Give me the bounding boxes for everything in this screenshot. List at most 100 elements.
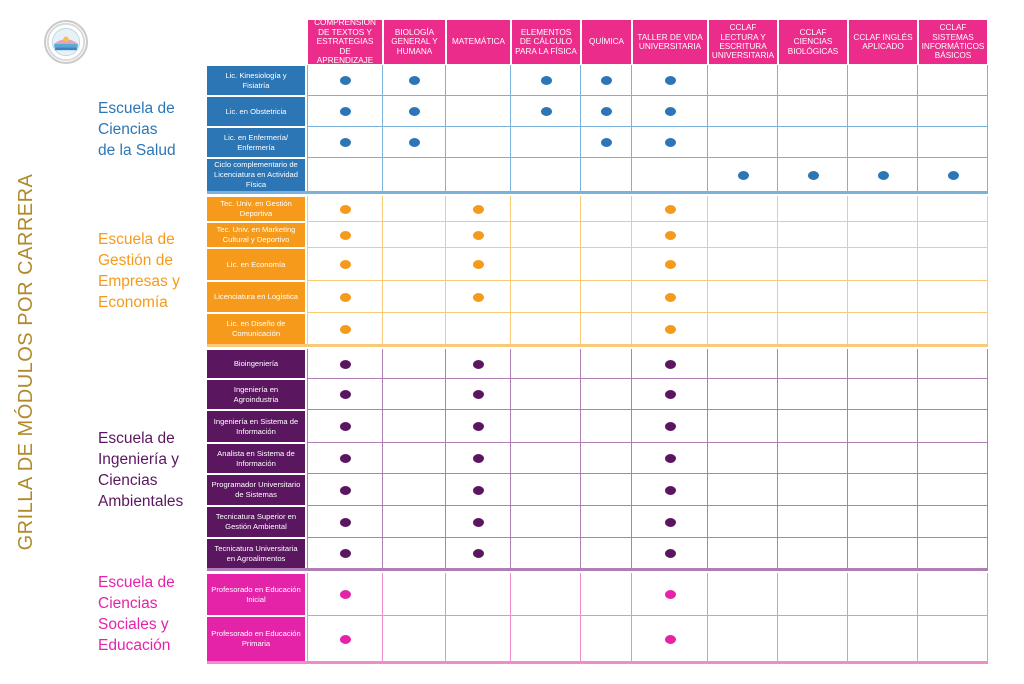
school-name-line: Ambientales [98, 493, 184, 510]
grid-cell [383, 538, 446, 569]
career-label: Ciclo complementario de Licenciatura en … [207, 159, 305, 191]
grid-cell [778, 443, 848, 474]
school-name-line: Ciencias [98, 472, 158, 489]
career-label: Programador Universitario de Sistemas [207, 475, 305, 505]
module-dot [339, 107, 351, 116]
grid-cell [918, 313, 988, 345]
grid-cell [581, 506, 632, 538]
grid-cell [383, 443, 446, 474]
grid-cell [918, 410, 988, 443]
grid-cell [446, 158, 511, 192]
school-name-line: Gestión de [98, 252, 173, 269]
column-header: COMPRENSIÓN DE TEXTOS Y ESTRATEGIAS DE A… [308, 18, 382, 65]
grid-cell [848, 222, 918, 248]
grid-cell [581, 281, 632, 313]
grid-cell [918, 196, 988, 222]
grid-cell [632, 281, 708, 313]
grid-cell [511, 538, 581, 569]
grid-cell [446, 248, 511, 281]
module-dot [540, 76, 552, 85]
module-dot [339, 485, 351, 495]
module-dot [540, 107, 552, 116]
school-name: Escuela de Ciencias Sociales y Educación [98, 572, 203, 656]
grid-cell [632, 573, 708, 616]
grid-cell [632, 248, 708, 281]
grid-cell [778, 573, 848, 616]
grid-cell [446, 281, 511, 313]
grid-cell [708, 506, 778, 538]
grid-cell [581, 96, 632, 127]
grid-cell [581, 616, 632, 662]
grid-cell [632, 127, 708, 158]
grid-cell [708, 248, 778, 281]
column-header: ELEMENTOS DE CÁLCULO PARA LA FÍSICA [512, 20, 580, 64]
grid-cell [918, 248, 988, 281]
grid-cell [511, 196, 581, 222]
school-separator [207, 568, 988, 571]
column-header: CCLAF CIENCIAS BIOLÓGICAS [779, 20, 847, 64]
grid-cell [848, 127, 918, 158]
school-name-line: Escuela de [98, 574, 175, 591]
grid-cell [581, 196, 632, 222]
grid-cell [848, 248, 918, 281]
grid-cell [511, 379, 581, 410]
grid-cell [383, 474, 446, 506]
grid-cell [708, 196, 778, 222]
grid-cell [708, 410, 778, 443]
grid-cell [383, 379, 446, 410]
grid-cell [778, 616, 848, 662]
grid-cell [918, 474, 988, 506]
module-dot [473, 230, 484, 240]
grid-cell [446, 349, 511, 379]
grid-cell [632, 96, 708, 127]
grid-cell [383, 96, 446, 127]
grid-cell [632, 410, 708, 443]
module-dot [601, 107, 612, 116]
grid-cell [778, 313, 848, 345]
grid-cell [446, 196, 511, 222]
grid-cell [848, 349, 918, 379]
career-label: Tecnicatura Universitaria en Agroaliment… [207, 539, 305, 568]
grid-cell [307, 379, 383, 410]
school-name-line: Ciencias [98, 595, 158, 612]
grid-cell [511, 410, 581, 443]
grid-cell [581, 349, 632, 379]
school-name: Escuela de Gestión de Empresas y Economía [98, 229, 203, 313]
grid-cell [511, 313, 581, 345]
module-dot [877, 170, 889, 180]
grid-cell [383, 506, 446, 538]
module-dot [473, 422, 484, 431]
grid-cell [307, 158, 383, 192]
grid-cell [383, 127, 446, 158]
grid-cell [383, 349, 446, 379]
grid-cell [581, 410, 632, 443]
grid-cell [708, 96, 778, 127]
grid-cell [778, 222, 848, 248]
grid-cell [632, 349, 708, 379]
module-dot [601, 138, 612, 147]
module-dot [664, 549, 676, 558]
grid-cell [511, 443, 581, 474]
grid-cell [383, 313, 446, 345]
grid-cell [708, 65, 778, 96]
column-header: CCLAF INGLÉS APLICADO [849, 20, 917, 64]
career-label: Lic. en Obstetricia [207, 97, 305, 126]
grid-cell [511, 248, 581, 281]
career-label: Profesorado en Educación Primaria [207, 617, 305, 661]
school-name-line: Economía [98, 294, 168, 311]
grid-cell [581, 65, 632, 96]
grid-cell [848, 379, 918, 410]
school-name-line: de la Salud [98, 142, 176, 159]
grid-cell [918, 96, 988, 127]
grid-cell [446, 127, 511, 158]
grid-cell [632, 506, 708, 538]
grid-cell [307, 474, 383, 506]
grid-cell [632, 65, 708, 96]
column-header: BIOLOGÍA GENERAL Y HUMANA [384, 20, 445, 64]
grid-cell [848, 616, 918, 662]
grid-cell [511, 96, 581, 127]
school-name-line: Sociales y [98, 616, 169, 633]
module-dot [664, 292, 676, 302]
module-dot [664, 324, 676, 334]
